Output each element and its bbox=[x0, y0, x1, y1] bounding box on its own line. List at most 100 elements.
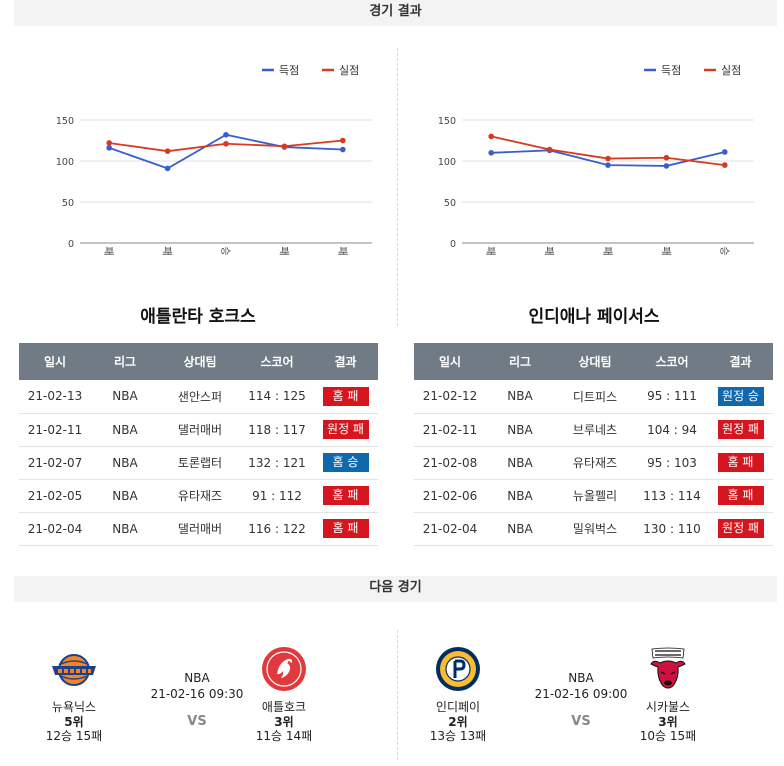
indiana-team-title: 인디애나 페이서스 bbox=[528, 307, 660, 327]
header-opponent: 상대팀 bbox=[554, 343, 636, 380]
table-row: 21-02-04 NBA 밀워벅스 130 : 110 원정 패 bbox=[414, 512, 773, 546]
table-row: 21-02-05 NBA 유타재즈 91 : 112 홈 패 bbox=[19, 479, 378, 513]
cell-score: 132 : 121 bbox=[241, 446, 313, 480]
indiana-results-chart: 득점 실점 0 50 100 150 패 패 패 패 승 bbox=[404, 60, 774, 270]
cell-opponent: 뉴올펠리 bbox=[554, 479, 636, 513]
away-team-rank: 3위 bbox=[274, 715, 294, 729]
atlanta-line-chart: 득점 실점 0 50 100 150 패 패 승 패 패 bbox=[56, 64, 372, 256]
home-team-rank: 5위 bbox=[64, 715, 84, 729]
header-date: 일시 bbox=[414, 343, 486, 380]
away-team-name: 시카불스 bbox=[645, 700, 691, 714]
result-badge: 원정 패 bbox=[322, 420, 369, 439]
match-league: NBA bbox=[568, 671, 594, 685]
data-point bbox=[605, 162, 611, 168]
table-row: 21-02-13 NBA 샌안스퍼 114 : 125 홈 패 bbox=[19, 380, 378, 414]
home-team-name: 뉴욕닉스 bbox=[51, 700, 97, 714]
y-tick-label: 50 bbox=[62, 198, 74, 209]
result-badge: 홈 패 bbox=[322, 519, 369, 538]
x-tick-label: 패 bbox=[161, 246, 173, 255]
cell-score: 130 : 110 bbox=[636, 512, 708, 546]
data-point bbox=[605, 155, 611, 162]
next-game-divider bbox=[397, 630, 398, 760]
header-opponent: 상대팀 bbox=[159, 343, 241, 380]
atlanta-results-chart: 득점 실점 0 50 100 150 패 패 승 패 패 bbox=[22, 60, 392, 270]
results-section-header: 경기 결과 bbox=[14, 0, 777, 26]
result-badge: 원정 패 bbox=[717, 519, 764, 538]
away-team[interactable]: 애틀호크 3위 11승 14패 bbox=[224, 640, 344, 743]
table-header-row: 일시 리그 상대팀 스코어 결과 bbox=[414, 343, 773, 380]
header-league: 리그 bbox=[486, 343, 554, 380]
table-header-row: 일시 리그 상대팀 스코어 결과 bbox=[19, 343, 378, 380]
cell-score: 113 : 114 bbox=[636, 479, 708, 513]
x-tick-label: 승 bbox=[219, 246, 231, 255]
away-team[interactable]: 시카불스 3위 10승 15패 bbox=[608, 640, 728, 743]
cell-result: 원정 패 bbox=[313, 413, 378, 447]
indiana-recent-games-table: 일시 리그 상대팀 스코어 결과 21-02-12 NBA 디트피스 95 : 111… bbox=[414, 343, 773, 546]
cell-opponent: 댈러매버 bbox=[159, 413, 241, 447]
x-tick-label: 패 bbox=[336, 246, 348, 255]
data-point bbox=[488, 133, 494, 140]
home-team[interactable]: 뉴욕닉스 5위 12승 15패 bbox=[14, 640, 134, 743]
cell-result: 홈 패 bbox=[313, 380, 378, 414]
next-game-section-title: 다음 경기 bbox=[369, 580, 422, 595]
cell-score: 95 : 103 bbox=[636, 446, 708, 480]
cell-league: NBA bbox=[91, 380, 159, 414]
x-tick-label: 패 bbox=[277, 246, 289, 255]
result-badge: 홈 패 bbox=[717, 486, 764, 505]
match-info: NBA 21-02-16 09:00 VS bbox=[521, 670, 641, 729]
legend-label: 실점 bbox=[721, 64, 741, 77]
cell-opponent: 디트피스 bbox=[554, 380, 636, 414]
data-point bbox=[164, 148, 171, 154]
match-datetime: 21-02-16 09:30 bbox=[150, 687, 244, 701]
cell-league: NBA bbox=[91, 512, 159, 546]
result-badge: 홈 승 bbox=[322, 453, 369, 472]
data-point bbox=[106, 145, 112, 151]
cell-result: 홈 패 bbox=[313, 512, 378, 546]
knicks-logo bbox=[49, 644, 99, 694]
cell-opponent: 유타재즈 bbox=[159, 479, 241, 513]
table-row: 21-02-08 NBA 유타재즈 95 : 103 홈 패 bbox=[414, 446, 773, 480]
cell-score: 104 : 94 bbox=[636, 413, 708, 447]
cell-date: 21-02-07 bbox=[19, 446, 91, 480]
away-team-record: 11승 14패 bbox=[255, 729, 313, 743]
away-team-name: 애틀호크 bbox=[261, 700, 307, 714]
pacers-logo bbox=[433, 644, 483, 694]
match-info: NBA 21-02-16 09:30 VS bbox=[137, 670, 257, 729]
cell-league: NBA bbox=[486, 380, 554, 414]
home-team-record: 12승 15패 bbox=[45, 729, 103, 743]
legend-label: 실점 bbox=[339, 64, 359, 77]
cell-result: 홈 패 bbox=[313, 479, 378, 513]
result-badge: 홈 패 bbox=[322, 486, 369, 505]
home-team-record: 13승 13패 bbox=[429, 729, 487, 743]
cell-date: 21-02-05 bbox=[19, 479, 91, 513]
cell-result: 원정 패 bbox=[708, 413, 773, 447]
cell-result: 원정 패 bbox=[708, 512, 773, 546]
y-tick-label: 50 bbox=[444, 198, 456, 209]
cell-result: 홈 승 bbox=[313, 446, 378, 480]
home-team-name: 인디페이 bbox=[435, 700, 481, 714]
data-point bbox=[663, 163, 670, 169]
away-team-rank: 3위 bbox=[658, 715, 678, 729]
next-game-section-header: 다음 경기 bbox=[14, 576, 777, 602]
cell-opponent: 밀워벅스 bbox=[554, 512, 636, 546]
header-result: 결과 bbox=[313, 343, 378, 380]
cell-league: NBA bbox=[486, 479, 554, 513]
cell-result: 홈 패 bbox=[708, 446, 773, 480]
cell-league: NBA bbox=[91, 413, 159, 447]
table-row: 21-02-11 NBA 댈러매버 118 : 117 원정 패 bbox=[19, 413, 378, 447]
bulls-logo bbox=[643, 644, 693, 694]
x-tick-label: 승 bbox=[718, 246, 730, 255]
data-point bbox=[546, 146, 553, 153]
home-team-rank: 2위 bbox=[448, 715, 468, 729]
table-row: 21-02-11 NBA 브루네츠 104 : 94 원정 패 bbox=[414, 413, 773, 447]
next-match-pacers-bulls: 인디페이 2위 13승 13패 NBA 21-02-16 09:00 VS 시카… bbox=[398, 640, 770, 760]
cell-score: 118 : 117 bbox=[241, 413, 313, 447]
cell-league: NBA bbox=[486, 413, 554, 447]
data-point bbox=[281, 143, 288, 150]
cell-date: 21-02-08 bbox=[414, 446, 486, 480]
table-row: 21-02-04 NBA 댈러매버 116 : 122 홈 패 bbox=[19, 512, 378, 546]
y-tick-label: 100 bbox=[438, 157, 456, 168]
home-team[interactable]: 인디페이 2위 13승 13패 bbox=[398, 640, 518, 743]
results-section-title: 경기 결과 bbox=[369, 4, 422, 19]
hawks-logo bbox=[259, 644, 309, 694]
